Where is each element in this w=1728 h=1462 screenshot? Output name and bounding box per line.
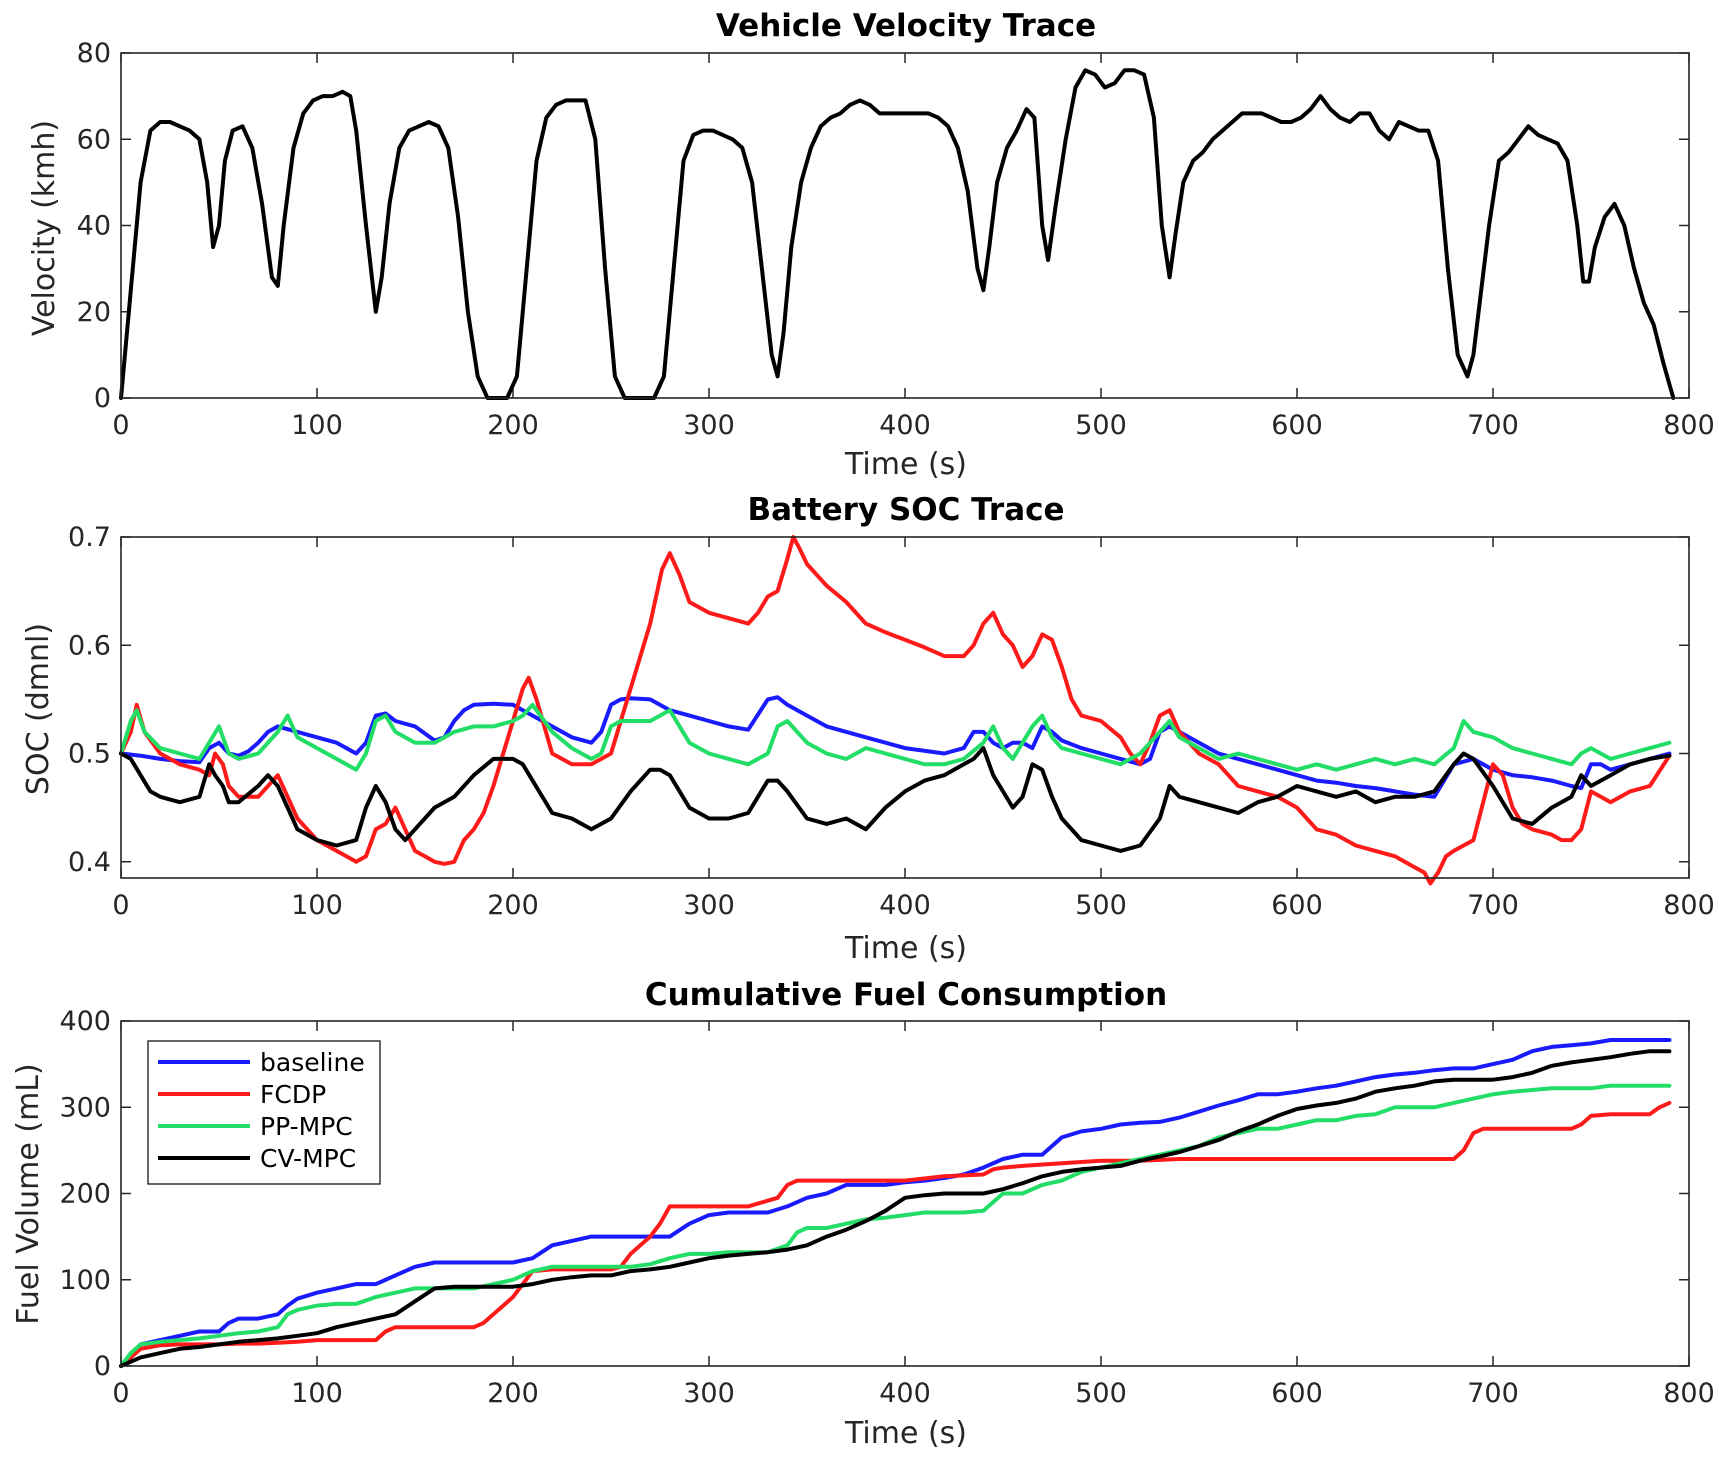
- soc-xtick-label: 500: [1075, 890, 1127, 921]
- fuel-xtick-label: 400: [879, 1378, 931, 1409]
- legend-label-fcdp: FCDP: [260, 1080, 326, 1109]
- soc-ticks: 0 100 200 300 400 500 600 700 800 0.4 0.5 0.6 0.7: [68, 522, 1715, 921]
- fuel-series-cv-mpc: [119, 1049, 1672, 1368]
- velocity-xtick-label: 400: [879, 410, 931, 441]
- soc-series-pp-mpc: [119, 702, 1672, 772]
- fuel-ytick-label: 200: [59, 1179, 111, 1210]
- soc-xtick-label: 0: [112, 890, 129, 921]
- soc-ytick-label: 0.4: [68, 847, 111, 878]
- fuel-ytick-label: 0: [94, 1351, 111, 1382]
- soc-ytick-label: 0.7: [68, 522, 111, 553]
- fuel-xtick-label: 700: [1467, 1378, 1519, 1409]
- fuel-series-fcdp: [119, 1100, 1672, 1368]
- velocity-ytick-label: 40: [77, 211, 111, 242]
- fuel-ytick-label: 100: [59, 1265, 111, 1296]
- fuel-xlabel: Time (s): [844, 1416, 967, 1451]
- velocity-subplot: Vehicle Velocity Trace Time (s) Velocity…: [27, 8, 1715, 482]
- velocity-xtick-label: 700: [1467, 410, 1519, 441]
- velocity-xtick-label: 0: [112, 410, 129, 441]
- fuel-xtick-label: 500: [1075, 1378, 1127, 1409]
- soc-series-cv-mpc: [119, 746, 1672, 853]
- velocity-lines: [119, 68, 1676, 400]
- fuel-lines: [119, 1038, 1672, 1368]
- soc-subplot: Battery SOC Trace Time (s) SOC (dmnl) 0 1…: [21, 492, 1715, 966]
- legend-box: [147, 1040, 381, 1185]
- velocity-series-velocity: [119, 68, 1676, 400]
- soc-xtick-label: 400: [879, 890, 931, 921]
- soc-xtick-label: 200: [487, 890, 539, 921]
- velocity-xlabel: Time (s): [844, 447, 967, 482]
- soc-xtick-label: 300: [683, 890, 735, 921]
- velocity-xtick-label: 200: [487, 410, 539, 441]
- velocity-xtick-label: 500: [1075, 410, 1127, 441]
- velocity-ticks: 0 100 200 300 400 500 600 700 800 0 20 40 60 80: [77, 38, 1715, 441]
- fuel-axes-box: [120, 1020, 1690, 1367]
- velocity-ytick-label: 60: [77, 124, 111, 155]
- fuel-subplot: Cumulative Fuel Consumption Time (s) Fue…: [11, 977, 1715, 1451]
- fuel-ticks: 0 100 200 300 400 500 600 700 800 0 100 200 300 400: [59, 1006, 1714, 1409]
- fuel-xtick-label: 200: [487, 1378, 539, 1409]
- fuel-ytick-label: 400: [59, 1006, 111, 1037]
- soc-lines: [119, 535, 1672, 886]
- velocity-ytick-label: 0: [94, 383, 111, 414]
- soc-ytick-label: 0.6: [68, 630, 111, 661]
- legend: baseline FCDP PP-MPC CV-MPC: [147, 1040, 381, 1185]
- soc-series-baseline: [119, 695, 1672, 799]
- soc-xlabel: Time (s): [844, 931, 967, 966]
- fuel-ytick-label: 300: [59, 1092, 111, 1123]
- velocity-title: Vehicle Velocity Trace: [716, 8, 1096, 44]
- soc-ylabel: SOC (dmnl): [21, 623, 56, 795]
- soc-series-fcdp: [119, 535, 1672, 886]
- fuel-xtick-label: 300: [683, 1378, 735, 1409]
- velocity-xtick-label: 800: [1663, 410, 1715, 441]
- velocity-xtick-label: 100: [291, 410, 343, 441]
- legend-label-baseline: baseline: [260, 1048, 365, 1077]
- soc-ytick-label: 0.5: [68, 739, 111, 770]
- fuel-title: Cumulative Fuel Consumption: [645, 977, 1167, 1013]
- velocity-xtick-label: 300: [683, 410, 735, 441]
- soc-axes-box: [120, 536, 1690, 879]
- fuel-series-baseline: [119, 1038, 1672, 1368]
- fuel-xtick-label: 600: [1271, 1378, 1323, 1409]
- velocity-axes-box: [120, 52, 1690, 399]
- fuel-xtick-label: 0: [112, 1378, 129, 1409]
- soc-title: Battery SOC Trace: [747, 492, 1064, 528]
- soc-xtick-label: 600: [1271, 890, 1323, 921]
- fuel-ylabel: Fuel Volume (mL): [11, 1063, 46, 1324]
- soc-xtick-label: 700: [1467, 890, 1519, 921]
- velocity-ytick-label: 20: [77, 297, 111, 328]
- velocity-ytick-label: 80: [77, 38, 111, 69]
- velocity-ylabel: Velocity (kmh): [27, 120, 62, 336]
- fuel-xtick-label: 800: [1663, 1378, 1715, 1409]
- fuel-xtick-label: 100: [291, 1378, 343, 1409]
- legend-label-pp-mpc: PP-MPC: [260, 1112, 353, 1141]
- legend-label-cv-mpc: CV-MPC: [260, 1144, 356, 1173]
- velocity-xtick-label: 600: [1271, 410, 1323, 441]
- soc-xtick-label: 100: [291, 890, 343, 921]
- soc-xtick-label: 800: [1663, 890, 1715, 921]
